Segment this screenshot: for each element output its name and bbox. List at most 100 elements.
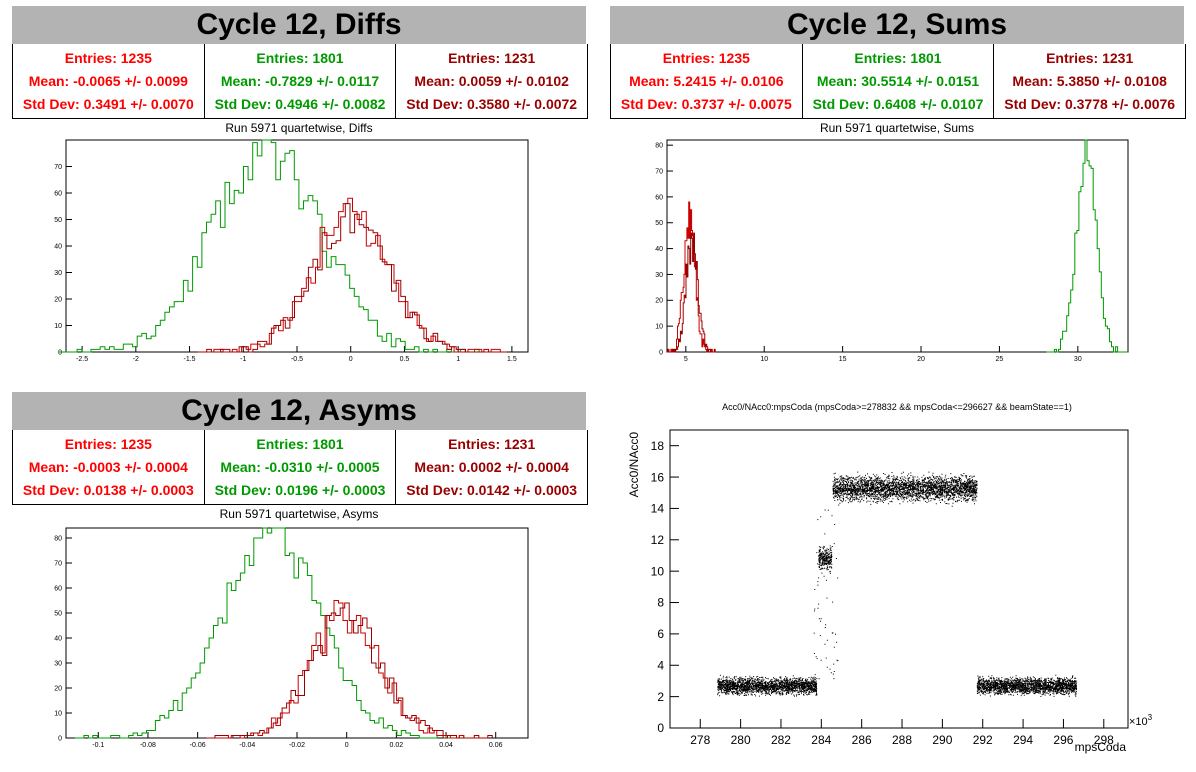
asyms-histogram-red [208, 600, 486, 739]
diffs-stat-col-2: Entries: 1801 Mean: -0.7829 +/- 0.0117 S… [203, 44, 396, 118]
sums-y-tick-label: 40 [655, 246, 663, 253]
sums-x-tick-label: 20 [917, 356, 925, 363]
sums-stat-col-1: Entries: 1235 Mean: 5.2415 +/- 0.0106 St… [611, 44, 802, 118]
sums-header-title: Cycle 12, Sums [786, 8, 1008, 41]
sums-y-tick-label: 50 [655, 220, 663, 227]
stat-std: Std Dev: 0.0138 +/- 0.0003 [22, 482, 194, 499]
diffs-x-tick-label: -1.5 [184, 356, 196, 363]
stat-entries: Entries: 1231 [448, 49, 536, 66]
sums-histogram-green [1046, 139, 1128, 353]
asyms-y-tick-label: 70 [54, 560, 62, 567]
asyms-x-tick-label: 0 [345, 742, 349, 749]
asyms-stat-col-2: Entries: 1801 Mean: -0.0310 +/- 0.0005 S… [203, 430, 396, 504]
asyms-y-tick-label: 80 [54, 535, 62, 542]
asyms-x-tick-label: -0.08 [140, 742, 156, 749]
scatter-exponent-label: ×103 [1129, 713, 1153, 728]
scatter-x-tick-label: 296 [1053, 733, 1073, 747]
sums-y-tick-label: 20 [655, 298, 663, 305]
sums-x-tick-label: 15 [839, 356, 847, 363]
scatter-y-axis-label: Acc0/NAcc0 [627, 432, 641, 498]
asyms-plot-title: Run 5971 quartetwise, Asyms [219, 507, 379, 521]
stat-mean: Mean: 0.0002 +/- 0.0004 [414, 458, 569, 475]
stat-entries: Entries: 1235 [64, 435, 152, 452]
scatter-x-tick-label: 282 [771, 733, 791, 747]
scatter-points-cluster [818, 545, 833, 574]
exponent-base: ×10 [1129, 716, 1148, 728]
diffs-x-tick-label: -0.5 [291, 356, 303, 363]
scatter-y-tick-label: 4 [657, 658, 664, 672]
scatter-chart: 278 280 282 284 286 288 290 292 294 296 298 0 2 4 6 8 10… [651, 439, 1114, 747]
asyms-y-tick-label: 50 [54, 610, 62, 617]
stat-std: Std Dev: 0.3491 +/- 0.0070 [22, 96, 194, 113]
stat-entries: Entries: 1235 [662, 49, 750, 66]
scatter-x-tick-label: 280 [731, 733, 751, 747]
stat-std: Std Dev: 0.0196 +/- 0.0003 [214, 482, 386, 499]
scatter-y-tick-label: 18 [651, 439, 665, 453]
stat-std: Std Dev: 0.4946 +/- 0.0082 [214, 96, 386, 113]
diffs-x-tick-label: 1 [456, 356, 460, 363]
exponent-power: 3 [1148, 713, 1153, 722]
diffs-x-tick-label: -1 [240, 356, 246, 363]
diffs-plot-title: Run 5971 quartetwise, Diffs [225, 121, 373, 135]
stat-std: Std Dev: 0.6408 +/- 0.0107 [812, 96, 984, 113]
sums-x-tick-label: 10 [760, 356, 768, 363]
diffs-stat-col-1: Entries: 1235 Mean: -0.0065 +/- 0.0099 S… [13, 44, 204, 118]
sums-x-tick-label: 5 [684, 356, 688, 363]
diffs-y-tick-label: 70 [54, 164, 62, 171]
stat-mean: Mean: -0.0065 +/- 0.0099 [28, 72, 188, 89]
asyms-y-tick-label: 30 [54, 660, 62, 667]
diffs-stats-box: Entries: 1235 Mean: -0.0065 +/- 0.0099 S… [12, 44, 588, 119]
stat-std: Std Dev: 0.3737 +/- 0.0075 [620, 96, 792, 113]
sums-frame [666, 139, 1129, 353]
sums-y-tick-label: 60 [655, 194, 663, 201]
asyms-x-tick-label: 0.04 [439, 742, 453, 749]
scatter-points-cluster [832, 471, 978, 507]
diffs-stat-col-3: Entries: 1231 Mean: 0.0059 +/- 0.0102 St… [395, 44, 587, 118]
sums-y-tick-label: 80 [655, 143, 663, 150]
scatter-x-tick-label: 292 [973, 733, 993, 747]
scatter-points-transition [813, 509, 839, 680]
asyms-y-tick-label: 40 [54, 635, 62, 642]
sums-x-tick-label: 30 [1074, 356, 1082, 363]
scatter-x-axis-label: mpsCoda [1075, 740, 1127, 754]
asyms-x-tick-label: -0.02 [289, 742, 305, 749]
scatter-x-tick-label: 286 [852, 733, 872, 747]
sums-y-tick-label: 0 [659, 349, 663, 356]
diffs-y-tick-label: 60 [54, 190, 62, 197]
stat-mean: Mean: 30.5514 +/- 0.0151 [816, 72, 980, 89]
diffs-x-tick-label: -2.5 [76, 356, 88, 363]
scatter-plot-title: Acc0/NAcc0:mpsCoda (mpsCoda>=278832 && m… [722, 402, 1072, 412]
diffs-y-tick-label: 40 [54, 243, 62, 250]
scatter-points-cluster [717, 674, 818, 697]
stat-std: Std Dev: 0.0142 +/- 0.0003 [406, 482, 578, 499]
stat-entries: Entries: 1801 [854, 49, 942, 66]
diffs-y-tick-label: 20 [54, 296, 62, 303]
sums-chart: 5 10 15 20 25 30 0 10 20 30 40 50 60 70 80 [655, 139, 1128, 363]
asyms-histogram-darkred [206, 602, 493, 739]
stat-mean: Mean: 0.0059 +/- 0.0102 [414, 72, 569, 89]
scatter-frame [669, 429, 1129, 729]
diffs-header: Cycle 12, Diffs [12, 6, 586, 44]
scatter-y-tick-label: 8 [657, 596, 664, 610]
diffs-chart: -2.5 -2 -1.5 -1 -0.5 0 0.5 1 1.5 0 10 20 30 40 50 60 70 [54, 139, 517, 363]
diffs-x-tick-label: 1.5 [507, 356, 517, 363]
scatter-x-tick-label: 294 [1013, 733, 1033, 747]
asyms-x-tick-label: -0.06 [190, 742, 206, 749]
asyms-stat-col-3: Entries: 1231 Mean: 0.0002 +/- 0.0004 St… [395, 430, 587, 504]
sums-plot-title: Run 5971 quartetwise, Sums [819, 121, 975, 135]
sums-y-tick-label: 30 [655, 272, 663, 279]
sums-stat-col-2: Entries: 1801 Mean: 30.5514 +/- 0.0151 S… [801, 44, 994, 118]
scatter-y-tick-label: 10 [651, 564, 665, 578]
diffs-y-tick-label: 30 [54, 270, 62, 277]
scatter-y-tick-label: 6 [657, 627, 664, 641]
asyms-stat-col-1: Entries: 1235 Mean: -0.0003 +/- 0.0004 S… [13, 430, 204, 504]
scatter-x-tick-label: 278 [690, 733, 710, 747]
diffs-histogram-red [200, 197, 501, 353]
asyms-x-tick-label: -0.04 [239, 742, 255, 749]
stat-mean: Mean: 5.3850 +/- 0.0108 [1012, 72, 1167, 89]
stat-entries: Entries: 1801 [256, 49, 344, 66]
asyms-header-title: Cycle 12, Asyms [181, 394, 417, 427]
diffs-y-tick-label: 10 [54, 323, 62, 330]
scatter-x-tick-label: 290 [932, 733, 952, 747]
